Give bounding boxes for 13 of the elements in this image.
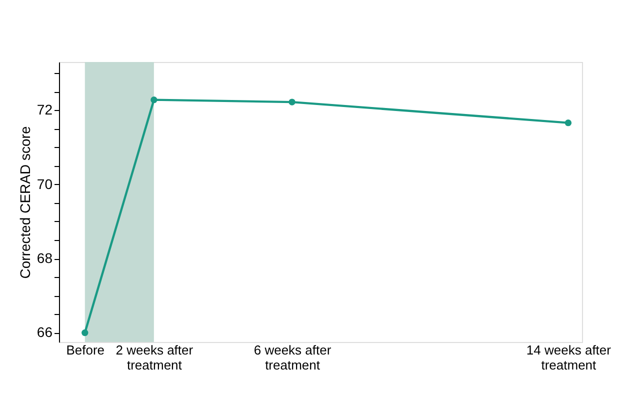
y-axis-title: Corrected CERAD score: [16, 126, 33, 279]
x-tick-label: 6 weeks after treatment: [254, 342, 332, 372]
point: [288, 98, 296, 106]
y-tick-label: 72: [36, 102, 53, 118]
x-tick-label: 14 weeks after treatment: [526, 342, 612, 372]
point: [150, 96, 158, 104]
point: [82, 329, 88, 336]
point: [564, 119, 572, 126]
x-tick-label: 2 weeks after treatment: [116, 342, 194, 372]
y-tick-label: 66: [36, 324, 53, 340]
y-tick-label: 68: [36, 250, 53, 266]
x-tick-label: Before: [66, 342, 105, 358]
y-tick-label: 70: [36, 176, 53, 192]
